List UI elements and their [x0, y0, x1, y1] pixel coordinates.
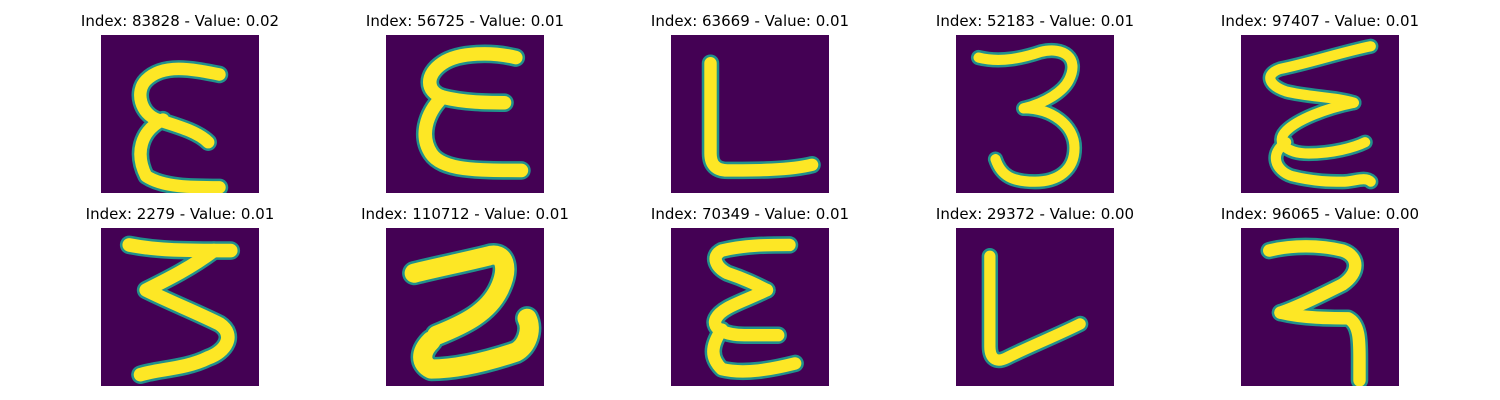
subplot-title: Index: 29372 - Value: 0.00 [935, 205, 1135, 223]
subplot-title: Index: 56725 - Value: 0.01 [365, 12, 565, 30]
subplot-title: Index: 83828 - Value: 0.02 [80, 12, 280, 30]
glyph-stroke [1263, 240, 1362, 319]
glyph-stroke [413, 308, 539, 379]
glyph-image [101, 228, 259, 386]
glyph-image [101, 35, 259, 193]
glyph-image [386, 35, 544, 193]
glyph-stroke [1274, 306, 1366, 386]
glyph-stroke [134, 62, 226, 149]
subplot-title: Index: 110712 - Value: 0.01 [361, 205, 569, 223]
glyph-stroke [990, 103, 1080, 187]
glyph-stroke [984, 250, 1086, 366]
glyph-stroke [404, 245, 515, 345]
glyph-stroke [418, 90, 529, 178]
subplot-title: Index: 97407 - Value: 0.01 [1220, 12, 1420, 30]
subplot-title: Index: 52183 - Value: 0.01 [935, 12, 1135, 30]
subplot-title: Index: 2279 - Value: 0.01 [85, 205, 275, 223]
glyph-stroke [134, 113, 226, 193]
glyph-stroke [709, 238, 796, 297]
glyph-stroke [435, 90, 512, 110]
glyph-stroke [707, 323, 802, 378]
glyph-image [956, 35, 1114, 193]
glyph-stroke [704, 57, 819, 177]
subplot-title: Index: 70349 - Value: 0.01 [650, 205, 850, 223]
glyph-image [386, 228, 544, 386]
glyph-stroke [973, 45, 1078, 114]
glyph-image [671, 35, 829, 193]
subplot-title: Index: 96065 - Value: 0.00 [1220, 205, 1420, 223]
glyph-image [956, 228, 1114, 386]
glyph-stroke [1270, 137, 1376, 187]
glyph-image [671, 228, 829, 386]
glyph-stroke [1265, 41, 1376, 108]
glyph-stroke [133, 243, 235, 382]
subplot-title: Index: 63669 - Value: 0.01 [650, 12, 850, 30]
glyph-image [1241, 35, 1399, 193]
image-background [101, 35, 259, 193]
glyph-image [1241, 228, 1399, 386]
glyph-stroke [423, 47, 523, 104]
image-background [956, 228, 1114, 386]
